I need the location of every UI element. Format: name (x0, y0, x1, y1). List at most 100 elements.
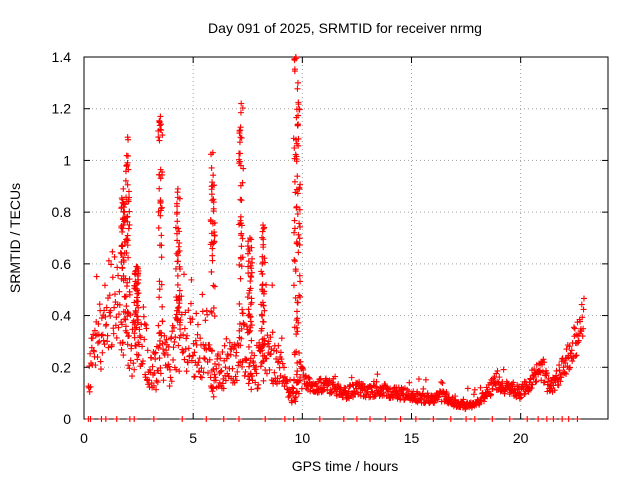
x-tick-label: 0 (80, 430, 88, 446)
data-point (113, 334, 120, 341)
data-point (144, 347, 151, 354)
data-point (146, 384, 153, 391)
data-point (187, 300, 194, 307)
data-point (265, 338, 272, 345)
data-point (295, 121, 302, 128)
data-point (528, 385, 535, 392)
data-point (567, 364, 574, 371)
data-point (294, 190, 301, 197)
data-point (232, 373, 239, 380)
data-point (314, 383, 321, 390)
data-point (185, 345, 192, 352)
data-point (352, 390, 359, 397)
data-point (291, 256, 298, 263)
data-point (259, 318, 266, 325)
data-point (170, 344, 177, 351)
data-point (382, 416, 389, 422)
data-point (464, 385, 471, 392)
data-point (412, 416, 419, 422)
data-point (560, 364, 567, 371)
data-point (232, 343, 239, 350)
data-point (100, 337, 107, 344)
data-point (237, 342, 244, 349)
data-point (156, 137, 163, 144)
data-point (211, 313, 218, 320)
data-point (170, 356, 177, 363)
data-point (248, 299, 255, 306)
data-point (131, 330, 138, 337)
data-point (176, 296, 183, 303)
data-point (208, 309, 215, 316)
data-point (126, 288, 133, 295)
data-point (278, 356, 285, 363)
data-point (541, 379, 548, 386)
data-point (210, 393, 217, 400)
data-point (184, 359, 191, 366)
data-point (174, 258, 181, 265)
data-point (124, 309, 131, 316)
data-point (541, 359, 548, 366)
data-point (134, 298, 141, 305)
data-point (248, 269, 255, 276)
data-point (241, 372, 248, 379)
data-point (155, 322, 162, 329)
data-point (194, 362, 201, 369)
data-point (551, 387, 558, 394)
data-point (296, 223, 303, 230)
data-point (295, 112, 302, 119)
data-point (159, 340, 166, 347)
data-point (260, 244, 267, 251)
y-tick-label: 0 (63, 411, 71, 427)
data-point (86, 388, 93, 395)
data-point (174, 237, 181, 244)
data-point (295, 390, 302, 397)
data-point (244, 294, 251, 301)
data-point (124, 341, 131, 348)
data-point (277, 349, 284, 356)
data-point (203, 416, 210, 422)
data-point (166, 363, 173, 370)
data-point (573, 352, 580, 359)
data-point (563, 370, 570, 377)
data-point (264, 332, 271, 339)
data-point (253, 363, 260, 370)
data-point (209, 149, 216, 156)
data-point (247, 278, 254, 285)
data-point (291, 229, 298, 236)
data-point (260, 236, 267, 243)
data-point (92, 332, 99, 339)
data-point (279, 360, 286, 367)
data-point (190, 340, 197, 347)
data-point (118, 346, 125, 353)
data-point (182, 346, 189, 353)
data-point (106, 292, 113, 299)
data-point (191, 349, 198, 356)
data-point (557, 378, 564, 385)
data-point (371, 383, 378, 390)
tick-labels: 0 0.2 0.4 0.6 0.8 1 1.2 1.4 0 5 10 15 20 (52, 49, 529, 446)
data-point (127, 312, 134, 319)
data-point (131, 416, 138, 422)
data-point (208, 268, 215, 275)
data-point (246, 287, 253, 294)
data-point (181, 356, 188, 363)
data-point (136, 332, 143, 339)
data-point (119, 196, 126, 203)
data-point (160, 377, 167, 384)
data-point (158, 204, 165, 211)
data-point (210, 304, 217, 311)
data-point (533, 378, 540, 385)
data-point (92, 362, 99, 369)
data-point (91, 348, 98, 355)
data-point (140, 313, 147, 320)
data-point (574, 416, 581, 422)
data-point (257, 363, 264, 370)
data-point (489, 385, 496, 392)
data-point (156, 286, 163, 293)
data-point (190, 352, 197, 359)
data-point (203, 346, 210, 353)
data-point (543, 370, 550, 377)
data-point (189, 316, 196, 323)
data-point (293, 331, 300, 338)
data-point (291, 225, 298, 232)
